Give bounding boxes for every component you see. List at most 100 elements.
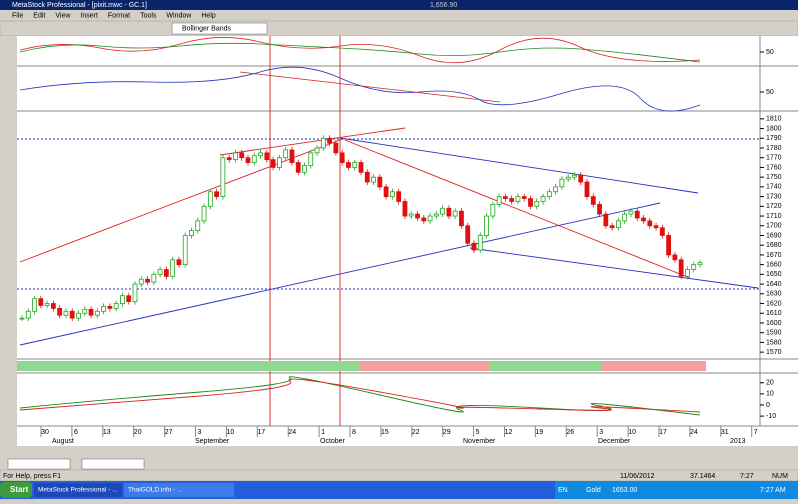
candle bbox=[94, 310, 100, 316]
candle bbox=[19, 317, 25, 320]
tray-quote: 1653.00 bbox=[612, 487, 637, 494]
y-tick-label: 1790 bbox=[766, 135, 782, 142]
menu-item[interactable]: Edit bbox=[33, 12, 45, 19]
candle bbox=[251, 155, 257, 163]
date-label: 15 bbox=[381, 429, 389, 436]
candle bbox=[396, 191, 402, 202]
trendline bbox=[239, 71, 501, 103]
indicator-line bbox=[19, 66, 701, 112]
candle bbox=[484, 215, 489, 236]
candle bbox=[421, 217, 427, 222]
y-tick-label: 1710 bbox=[766, 213, 782, 220]
candle bbox=[553, 186, 559, 193]
candle bbox=[647, 220, 653, 227]
candle bbox=[63, 310, 69, 316]
title-bar bbox=[0, 0, 798, 10]
indicator-dropdown[interactable] bbox=[171, 22, 268, 35]
start-label: Start bbox=[10, 485, 29, 494]
status-bar bbox=[0, 469, 798, 482]
candle bbox=[44, 303, 50, 306]
candle bbox=[446, 207, 452, 217]
y-tick-label: 1740 bbox=[766, 184, 782, 191]
candle bbox=[534, 201, 540, 207]
tray-clock: 7:27 AM bbox=[760, 487, 786, 494]
date-label: 29 bbox=[443, 429, 451, 436]
candle bbox=[25, 310, 31, 319]
candle bbox=[157, 269, 163, 275]
y-tick-label: 10 bbox=[766, 391, 774, 398]
candle bbox=[295, 162, 301, 173]
menu-item[interactable]: Window bbox=[166, 12, 192, 19]
candle bbox=[314, 147, 320, 154]
menu-item[interactable]: File bbox=[12, 12, 23, 19]
candle bbox=[603, 213, 609, 227]
y-tick-label: 1780 bbox=[766, 145, 782, 152]
macd-line bbox=[19, 376, 701, 416]
y-tick-label: 50 bbox=[766, 49, 774, 56]
style-dropdown[interactable] bbox=[7, 458, 71, 470]
candle bbox=[120, 295, 125, 304]
status-help: For Help, press F1 bbox=[3, 473, 61, 480]
menu-item[interactable]: Help bbox=[201, 12, 216, 19]
date-label: 5 bbox=[476, 429, 480, 436]
candle bbox=[490, 203, 496, 217]
tray-ticker: Gold bbox=[586, 487, 601, 494]
candle bbox=[502, 196, 508, 199]
candle bbox=[107, 306, 113, 309]
candle bbox=[207, 191, 213, 207]
candle bbox=[346, 162, 351, 168]
candle bbox=[597, 203, 602, 215]
date-label: 10 bbox=[628, 429, 636, 436]
candle bbox=[659, 227, 665, 236]
task-button[interactable] bbox=[34, 483, 122, 497]
window-title: MetaStock Professional - [pixit.mwc - GC… bbox=[12, 2, 147, 9]
y-tick-label: 1630 bbox=[766, 291, 782, 298]
candle bbox=[289, 149, 295, 163]
candle bbox=[572, 174, 577, 178]
y-tick-label: 1650 bbox=[766, 271, 782, 278]
menu-item[interactable]: Format bbox=[108, 12, 130, 19]
y-tick-label: 1640 bbox=[766, 281, 782, 288]
date-label: 7 bbox=[754, 429, 758, 436]
status-time: 7:27 bbox=[740, 473, 754, 480]
y-tick-label: 1720 bbox=[766, 203, 782, 210]
candle bbox=[270, 159, 276, 168]
y-tick-label: -10 bbox=[766, 413, 776, 420]
date-label: 24 bbox=[690, 429, 698, 436]
y-tick-label: 1580 bbox=[766, 339, 782, 346]
candle bbox=[126, 295, 132, 302]
candle bbox=[546, 191, 552, 198]
candle bbox=[145, 278, 150, 283]
candle bbox=[415, 213, 420, 219]
status-num: NUM bbox=[772, 473, 788, 480]
candle bbox=[113, 303, 119, 309]
month-label: 2013 bbox=[730, 438, 746, 445]
candle bbox=[264, 152, 270, 161]
candle bbox=[641, 217, 646, 222]
menu-item[interactable]: View bbox=[55, 12, 71, 19]
task-label: ThaiGOLD.info - ... bbox=[128, 487, 183, 494]
candle bbox=[440, 207, 446, 215]
y-tick-label: 1700 bbox=[766, 223, 782, 230]
candle bbox=[176, 259, 182, 266]
y-tick-label: 1670 bbox=[766, 252, 782, 259]
candle bbox=[189, 230, 194, 236]
date-label: 12 bbox=[505, 429, 513, 436]
menu-item[interactable]: Insert bbox=[80, 12, 98, 19]
candle bbox=[364, 171, 370, 183]
indicator-name: Bollinger Bands bbox=[182, 25, 232, 32]
menu-item[interactable]: Tools bbox=[140, 12, 157, 19]
window-price: 1,656.90 bbox=[430, 2, 457, 9]
date-label: 1 bbox=[321, 429, 325, 436]
style-dropdown[interactable] bbox=[81, 458, 145, 470]
candle bbox=[590, 196, 596, 205]
candle bbox=[634, 210, 640, 219]
candle bbox=[615, 220, 621, 229]
candle bbox=[628, 210, 634, 215]
y-tick-label: 20 bbox=[766, 380, 774, 387]
task-button[interactable] bbox=[124, 483, 234, 497]
start-button[interactable] bbox=[0, 482, 32, 498]
signal-strip bbox=[489, 361, 601, 371]
month-label: December bbox=[598, 438, 631, 445]
candle bbox=[283, 149, 289, 159]
